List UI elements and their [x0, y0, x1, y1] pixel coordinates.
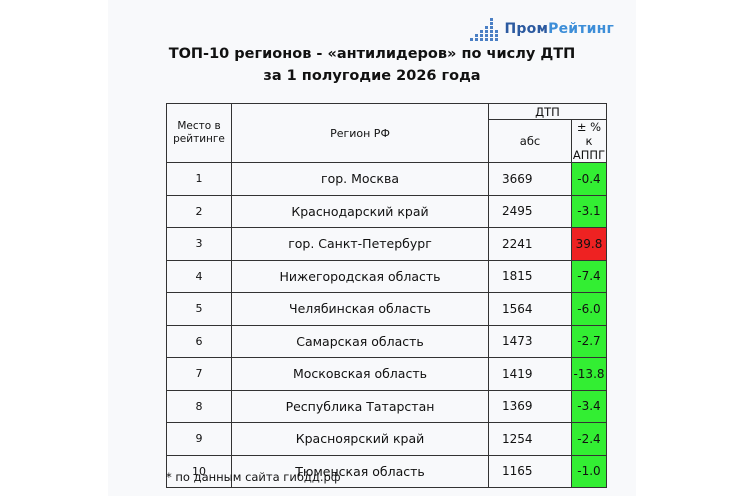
cell-abs: 1815 — [488, 259, 572, 293]
cell-pct-change: -6.0 — [571, 292, 607, 326]
infographic-card: ПромРейтинг ТОП-10 регионов - «антилидер… — [108, 0, 636, 496]
header-dtp: ДТП — [488, 103, 607, 120]
cell-place: 4 — [166, 259, 232, 293]
title-line-1: ТОП-10 регионов - «антилидеров» по числу… — [168, 46, 576, 62]
table-row: 3 гор. Санкт-Петербург 2241 39.8 — [166, 227, 607, 261]
header-place: Место в рейтинге — [166, 103, 232, 163]
brand-logo: ПромРейтинг — [469, 16, 615, 42]
cell-place: 5 — [166, 292, 232, 326]
cell-place: 1 — [166, 162, 232, 196]
cell-place: 10 — [166, 454, 232, 488]
table-row: 6 Самарская область 1473 -2.7 — [166, 324, 607, 358]
header-region: Регион РФ — [231, 103, 489, 163]
cell-abs: 1419 — [488, 357, 572, 391]
table-row: 7 Московская область 1419 -13.8 — [166, 357, 607, 391]
cell-place: 2 — [166, 194, 232, 228]
cell-pct-change: 39.8 — [571, 227, 607, 261]
table-row: 5 Челябинская область 1564 -6.0 — [166, 292, 607, 326]
cell-abs: 1254 — [488, 422, 572, 456]
cell-abs: 2495 — [488, 194, 572, 228]
bar-chart-logo-icon — [469, 18, 498, 41]
brand-name: ПромРейтинг — [505, 21, 615, 37]
cell-region: гор. Санкт-Петербург — [231, 227, 489, 261]
cell-pct-change: -3.4 — [571, 389, 607, 423]
cell-region: Красноярский край — [231, 422, 489, 456]
ranking-table: Место в рейтинге Регион РФ ДТП абс ± % к… — [166, 103, 607, 488]
cell-pct-change: -7.4 — [571, 259, 607, 293]
table-row: 9 Красноярский край 1254 -2.4 — [166, 422, 607, 456]
page-title: ТОП-10 регионов - «антилидеров» по числу… — [108, 43, 636, 87]
header-abs: абс — [488, 119, 572, 163]
brand-name-part2: Рейтинг — [548, 21, 614, 37]
cell-place: 7 — [166, 357, 232, 391]
footnote: * по данным сайта гибдд.рф — [166, 470, 341, 484]
cell-place: 9 — [166, 422, 232, 456]
cell-region: Нижегородская область — [231, 259, 489, 293]
table-row: 10 Тюменская область 1165 -1.0 — [166, 454, 607, 488]
cell-region: Тюменская область — [231, 454, 489, 488]
cell-pct-change: -1.0 — [571, 454, 607, 488]
table-row: 1 гор. Москва 3669 -0.4 — [166, 162, 607, 196]
cell-place: 3 — [166, 227, 232, 261]
cell-region: гор. Москва — [231, 162, 489, 196]
cell-abs: 1564 — [488, 292, 572, 326]
cell-pct-change: -2.7 — [571, 324, 607, 358]
cell-pct-change: -2.4 — [571, 422, 607, 456]
cell-region: Самарская область — [231, 324, 489, 358]
cell-pct-change: -3.1 — [571, 194, 607, 228]
table-row: 4 Нижегородская область 1815 -7.4 — [166, 259, 607, 293]
cell-place: 6 — [166, 324, 232, 358]
cell-abs: 2241 — [488, 227, 572, 261]
header-pct-change: ± % к АППГ — [571, 119, 607, 163]
cell-region: Краснодарский край — [231, 194, 489, 228]
table-body: 1 гор. Москва 3669 -0.4 2 Краснодарский край 2… — [166, 162, 607, 488]
table-row: 2 Краснодарский край 2495 -3.1 — [166, 194, 607, 228]
cell-abs: 1369 — [488, 389, 572, 423]
title-line-2: за 1 полугодие 2026 года — [263, 68, 481, 84]
cell-place: 8 — [166, 389, 232, 423]
cell-abs: 3669 — [488, 162, 572, 196]
cell-region: Московская область — [231, 357, 489, 391]
cell-abs: 1165 — [488, 454, 572, 488]
table-row: 8 Республика Татарстан 1369 -3.4 — [166, 389, 607, 423]
cell-region: Челябинская область — [231, 292, 489, 326]
cell-pct-change: -0.4 — [571, 162, 607, 196]
cell-pct-change: -13.8 — [571, 357, 607, 391]
cell-region: Республика Татарстан — [231, 389, 489, 423]
brand-name-part1: Пром — [504, 21, 549, 37]
cell-abs: 1473 — [488, 324, 572, 358]
